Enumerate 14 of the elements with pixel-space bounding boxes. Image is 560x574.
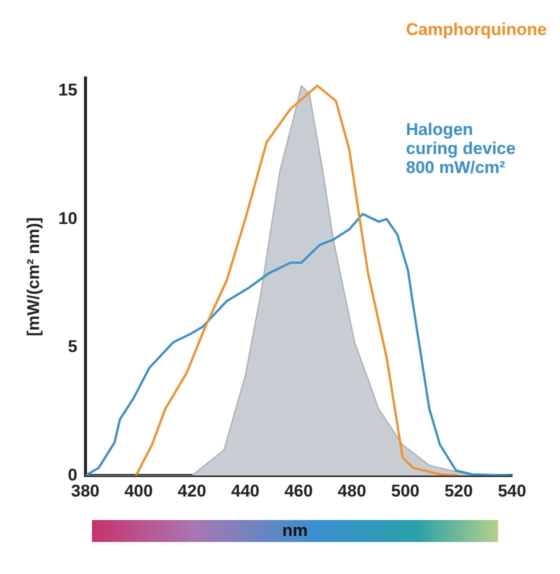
x-tick-label: 480: [338, 481, 366, 500]
x-tick-label: 460: [284, 481, 313, 500]
x-tick-label: 500: [391, 481, 420, 500]
x-tick-label: 520: [444, 481, 473, 500]
x-tick-label: 400: [124, 481, 153, 500]
x-tick-label: 440: [231, 481, 260, 500]
y-tick-label: 15: [58, 80, 78, 100]
y-tick-label: 10: [58, 208, 78, 228]
y-axis-title: [mW/(cm² nm)]: [24, 217, 43, 336]
y-tick-label: 5: [68, 337, 78, 356]
x-tick-label: 420: [178, 481, 206, 500]
x-tick-label: 540: [498, 481, 526, 500]
text: Halogen curing device 800 mW/cm²: [406, 120, 517, 177]
text: Camphorquinone: [406, 20, 548, 39]
